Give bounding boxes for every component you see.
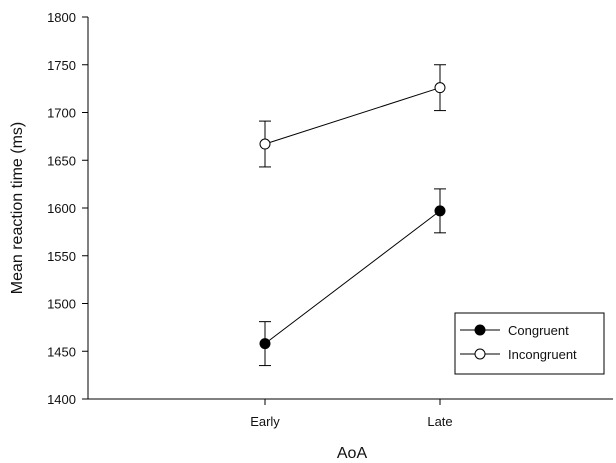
series-line-incongruent <box>264 87 441 145</box>
y-tick-label: 1650 <box>47 153 76 168</box>
data-point-congruent <box>259 338 271 350</box>
y-tick-label: 1500 <box>47 297 76 312</box>
y-axis-title: Mean reaction time (ms) <box>9 122 26 295</box>
axes-layer: 1400 1450 1500 1550 1600 1650 1700 1750 1800 Earl… <box>9 10 613 462</box>
y-tick-label: 1700 <box>47 106 76 121</box>
y-tick-label: 1450 <box>47 344 76 359</box>
legend-marker-incongruent <box>474 348 486 360</box>
y-tick-label: 1800 <box>47 10 76 25</box>
legend-label-congruent: Congruent <box>508 323 569 338</box>
x-tick-label: Late <box>427 414 452 429</box>
x-tick-label: Early <box>250 414 280 429</box>
series-line-congruent <box>264 210 441 345</box>
y-tick-label: 1550 <box>47 249 76 264</box>
y-tick-label: 1400 <box>47 392 76 407</box>
data-point-incongruent <box>434 82 446 94</box>
y-tick-label: 1600 <box>47 201 76 216</box>
x-axis-title: AoA <box>337 445 368 462</box>
legend-marker-congruent <box>474 324 486 336</box>
legend-box <box>454 312 605 375</box>
legend-layer: Congruent Incongruent <box>454 312 605 375</box>
series-layer <box>259 64 446 367</box>
data-point-incongruent <box>259 138 271 150</box>
y-tick-label: 1750 <box>47 58 76 73</box>
data-point-congruent <box>434 205 446 217</box>
legend-label-incongruent: Incongruent <box>508 347 577 362</box>
